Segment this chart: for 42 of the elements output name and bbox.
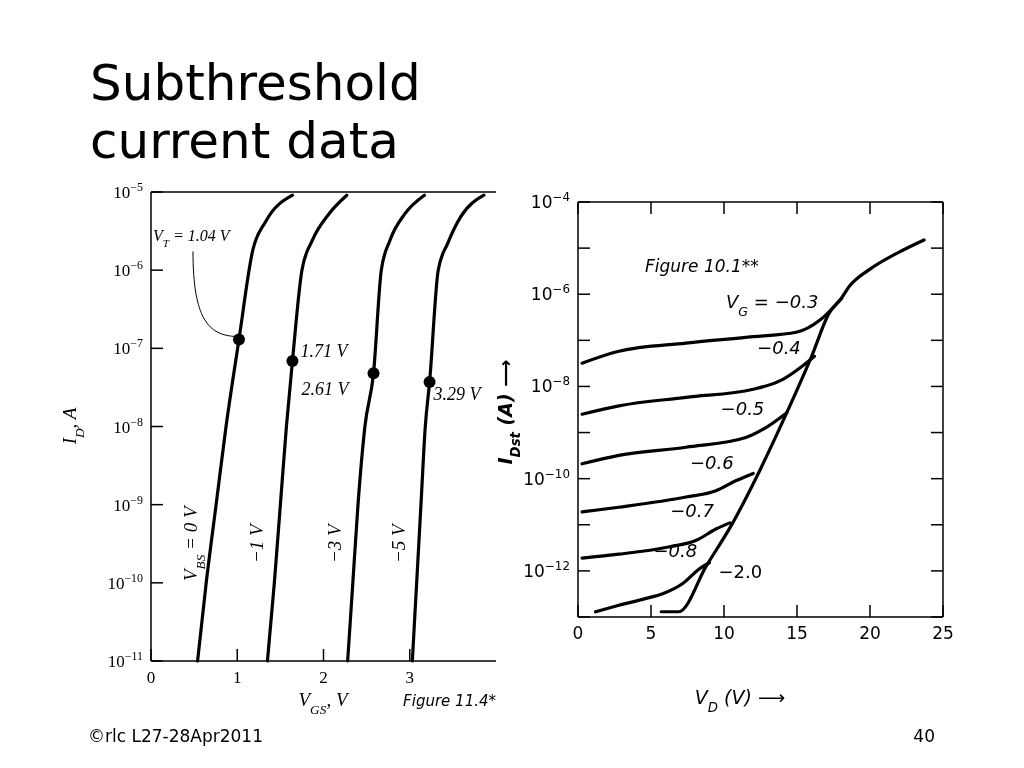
y-tick-label: 10$^{−6}$ [113,258,144,281]
text: ©rlc L27-28Apr2011 [88,726,264,746]
annotation: V$_{T}$ = 1.04 V [152,227,232,250]
x-axis-title: V$_{D}$ (V) ⟶ [694,686,786,715]
series-label: −0.7 [670,500,715,521]
text: 40 [913,726,935,746]
x-axis-title: V$_{GS}$, V [298,689,350,717]
x-tick-label: 5 [645,623,657,643]
x-tick-label: 3 [405,668,414,687]
annotation: 2.61 V [301,379,351,400]
annotation: Figure 10.1** [645,256,759,276]
chart-title: Subthreshold current data [90,54,421,170]
x-tick-label: 25 [932,623,954,643]
x-tick-label: 20 [859,623,881,643]
text: −1 V [246,522,268,564]
y-tick-label: 10$^{−11}$ [107,649,144,671]
x-tick-label: 1 [233,668,242,687]
y-tick-label: 10$^{−8}$ [113,414,144,437]
series-label: −0.4 [757,336,801,358]
y-tick-label: 10$^{−10}$ [107,570,144,593]
series-label: −2.0 [718,560,763,582]
x-tick-label: 2 [319,668,328,687]
caption: Figure 11.4* [403,692,497,710]
y-tick-label: 10$^{−4}$ [530,190,570,212]
annotation: 3.29 V [432,384,483,405]
series-label: V$_{G}$ = −0.3 [726,290,819,319]
y-tick-label: 10$^{−10}$ [523,466,570,489]
y-tick-label: 10$^{−6}$ [530,282,570,305]
series-label: −0.5 [720,398,765,420]
x-tick-label: 10 [713,623,735,643]
y-tick-label: 10$^{−8}$ [530,374,570,397]
y-tick-label: 10$^{−12}$ [523,558,570,581]
y-tick-label: 10$^{−5}$ [113,180,144,202]
text: −3 V [324,522,346,564]
series-label: −0.6 [689,451,734,473]
annotation: 1.71 V [300,340,350,361]
x-tick-label: 0 [146,668,156,687]
x-tick-label: 15 [786,623,808,643]
y-tick-label: 10$^{−7}$ [113,336,144,359]
x-tick-label: 0 [572,623,584,643]
text: −5 V [387,522,409,564]
y-tick-label: 10$^{−9}$ [113,492,144,515]
